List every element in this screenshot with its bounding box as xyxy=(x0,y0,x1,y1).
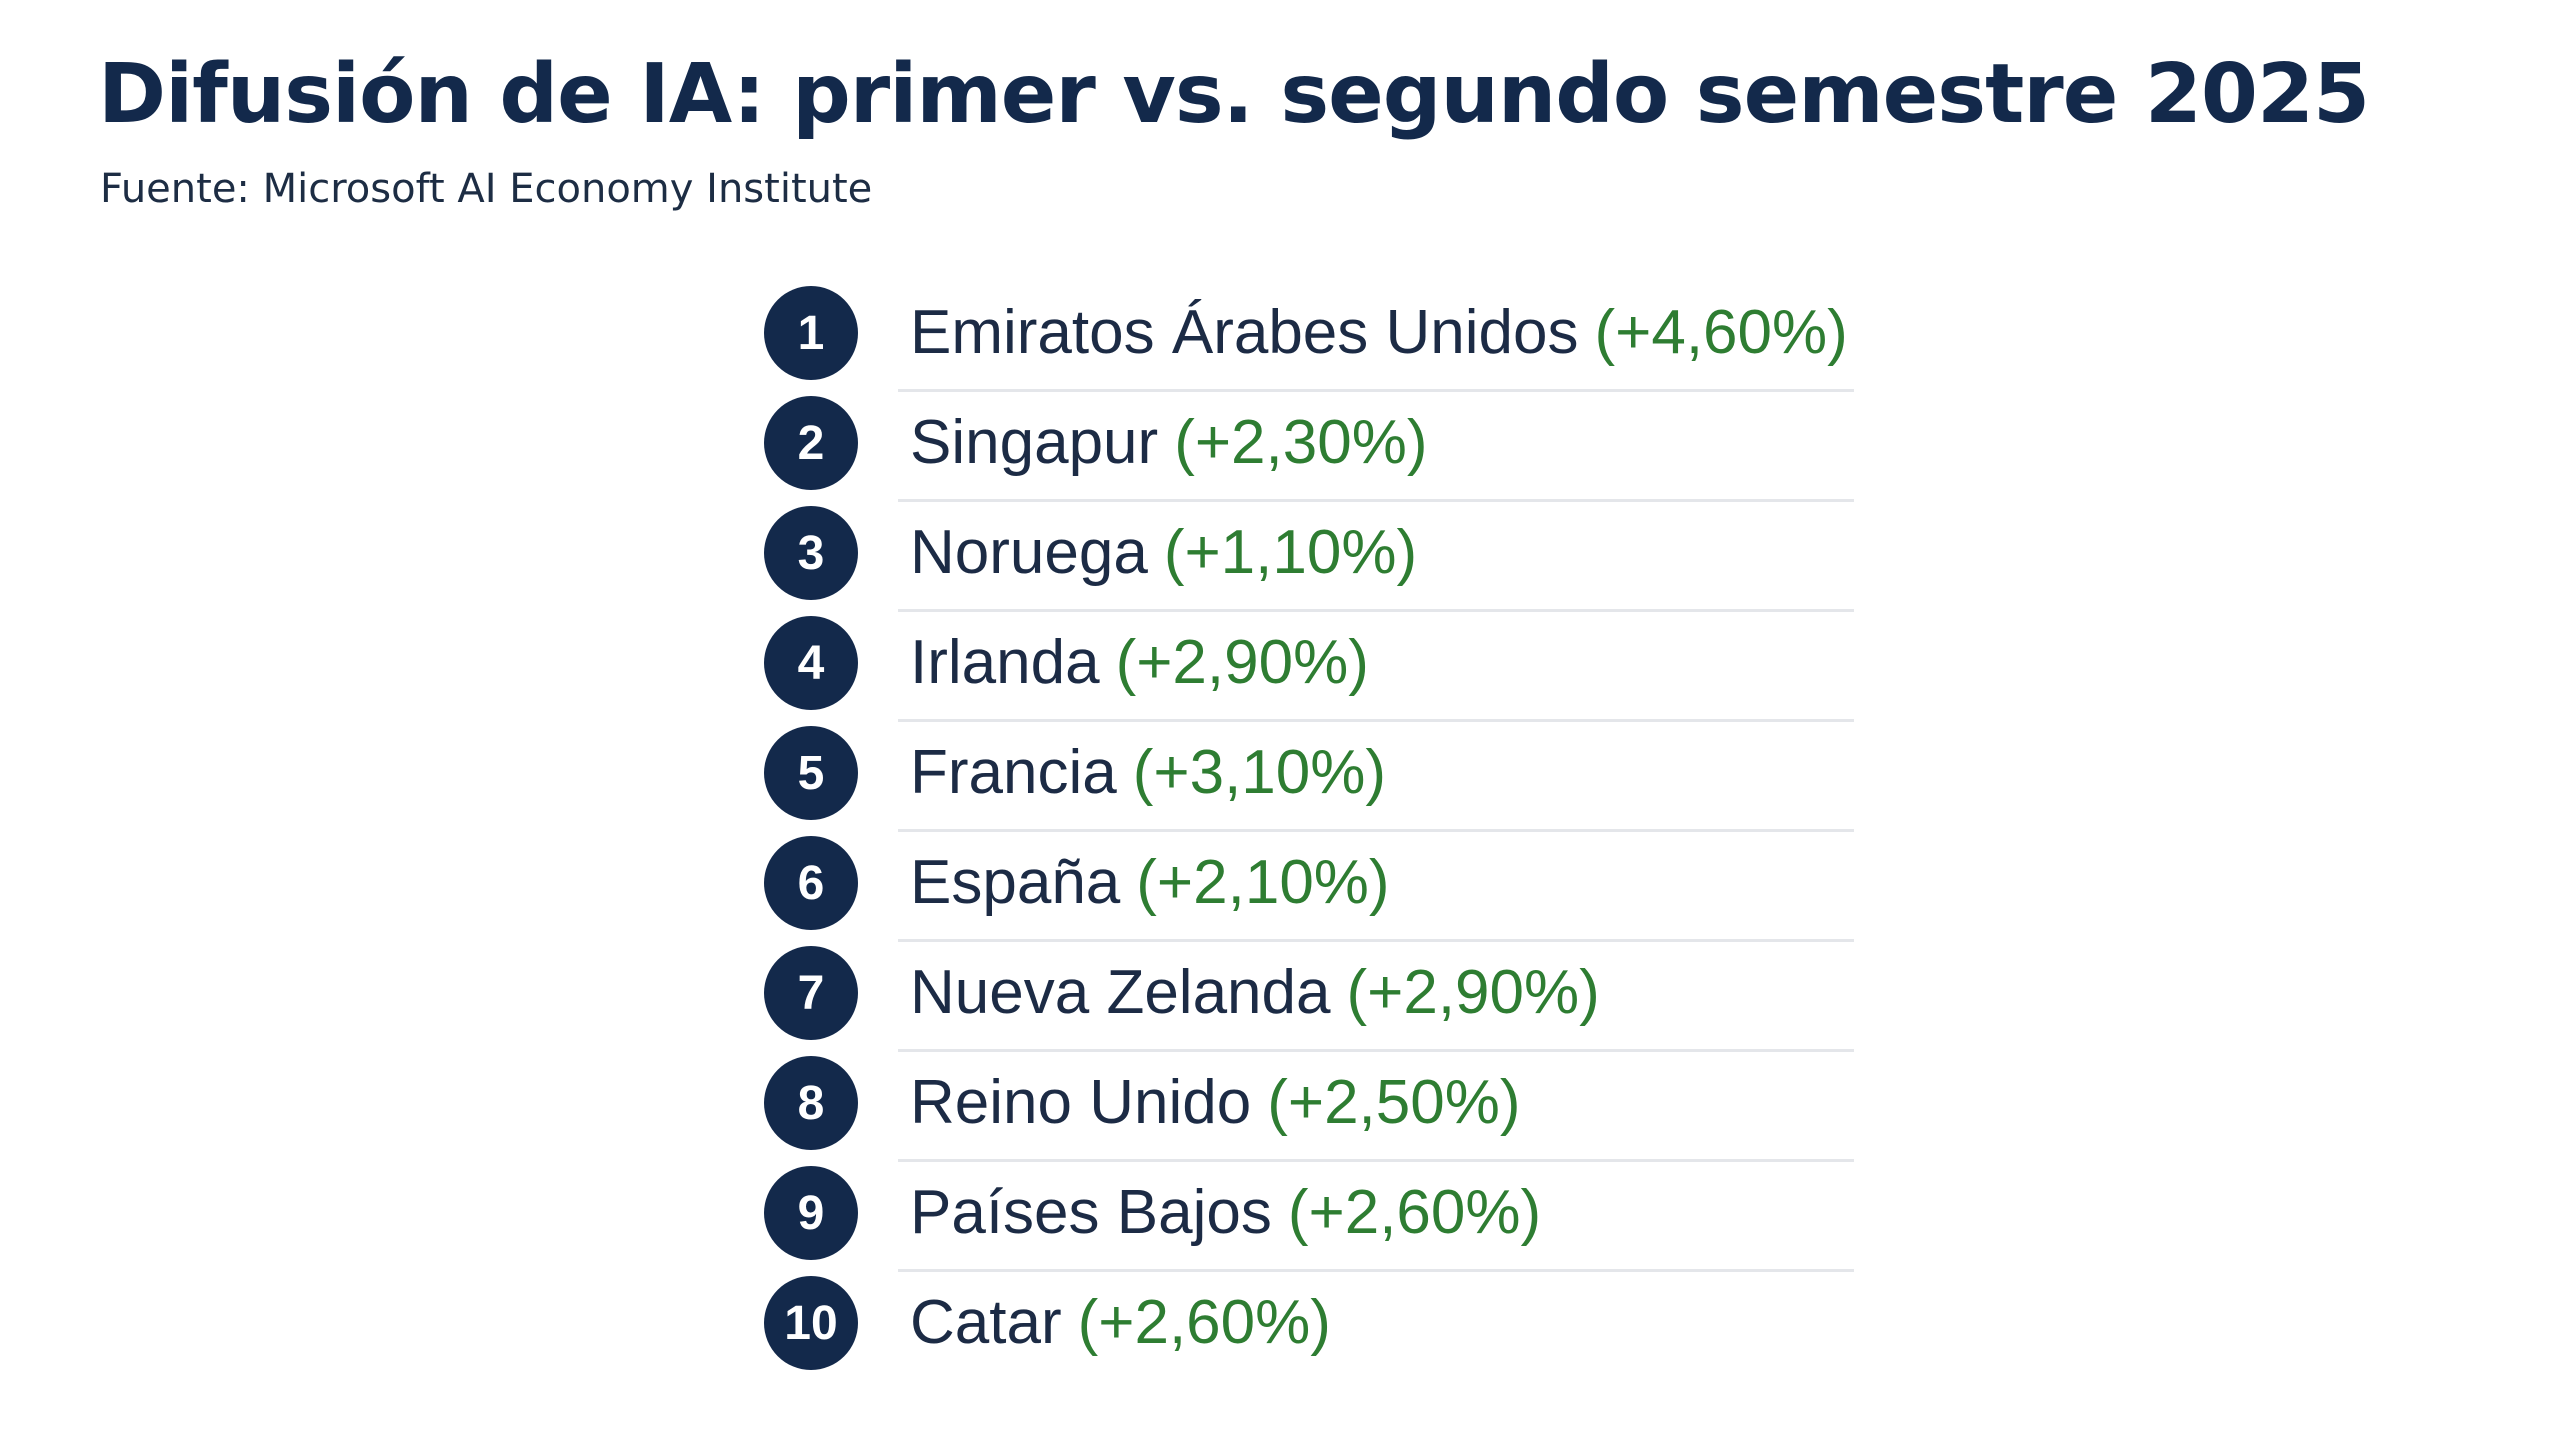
country-name: Reino Unido xyxy=(910,1068,1252,1137)
row-divider xyxy=(898,719,1854,722)
ranking-row: 5 Francia (+3,10%) xyxy=(764,722,1854,832)
ranking-row: 1 Emiratos Árabes Unidos (+4,60%) xyxy=(764,282,1854,392)
row-divider xyxy=(898,389,1854,392)
country-name: Países Bajos xyxy=(910,1178,1272,1247)
change-value: (+2,90%) xyxy=(1115,628,1369,697)
country-name: Noruega xyxy=(910,518,1148,587)
ranking-entry: Noruega (+1,10%) xyxy=(910,516,1417,590)
ranking-row: 8 Reino Unido (+2,50%) xyxy=(764,1052,1854,1162)
rank-badge: 6 xyxy=(764,836,858,930)
source-note: Fuente: Microsoft AI Economy Institute xyxy=(100,166,873,212)
row-divider xyxy=(898,1049,1854,1052)
ranking-entry: Países Bajos (+2,60%) xyxy=(910,1176,1541,1250)
change-value: (+4,60%) xyxy=(1594,298,1848,367)
change-value: (+2,30%) xyxy=(1174,408,1428,477)
change-value: (+1,10%) xyxy=(1163,518,1418,587)
rank-badge: 1 xyxy=(764,286,858,380)
ranking-row: 9 Países Bajos (+2,60%) xyxy=(764,1162,1854,1272)
ranking-entry: Francia (+3,10%) xyxy=(910,736,1386,810)
ranking-entry: Emiratos Árabes Unidos (+4,60%) xyxy=(910,296,1848,370)
rank-badge: 7 xyxy=(764,946,858,1040)
country-name: España xyxy=(910,848,1121,917)
rank-badge: 8 xyxy=(764,1056,858,1150)
row-divider xyxy=(898,609,1854,612)
country-name: Francia xyxy=(910,738,1117,807)
country-name: Emiratos Árabes Unidos xyxy=(910,298,1579,367)
country-name: Catar xyxy=(910,1288,1062,1357)
ranking-row: 10 Catar (+2,60%) xyxy=(764,1272,1854,1382)
ranking-row: 3 Noruega (+1,10%) xyxy=(764,502,1854,612)
ranking-list: 1 Emiratos Árabes Unidos (+4,60%) 2 Singa… xyxy=(764,282,1854,1382)
change-value: (+2,10%) xyxy=(1136,848,1390,917)
ranking-entry: Nueva Zelanda (+2,90%) xyxy=(910,956,1600,1030)
ranking-row: 4 Irlanda (+2,90%) xyxy=(764,612,1854,722)
rank-badge: 3 xyxy=(764,506,858,600)
rank-badge: 9 xyxy=(764,1166,858,1260)
ranking-row: 7 Nueva Zelanda (+2,90%) xyxy=(764,942,1854,1052)
change-value: (+3,10%) xyxy=(1132,738,1387,807)
ranking-entry: España (+2,10%) xyxy=(910,846,1390,920)
row-divider xyxy=(898,499,1854,502)
row-divider xyxy=(898,1159,1854,1162)
change-value: (+2,60%) xyxy=(1077,1288,1331,1357)
rank-badge: 5 xyxy=(764,726,858,820)
ranking-entry: Reino Unido (+2,50%) xyxy=(910,1066,1521,1140)
change-value: (+2,90%) xyxy=(1346,958,1600,1027)
change-value: (+2,50%) xyxy=(1267,1068,1521,1137)
row-divider xyxy=(898,829,1854,832)
rank-badge: 4 xyxy=(764,616,858,710)
ranking-entry: Singapur (+2,30%) xyxy=(910,406,1428,480)
page-title: Difusión de IA: primer vs. segundo semes… xyxy=(98,47,2370,142)
row-divider xyxy=(898,1269,1854,1272)
ranking-entry: Irlanda (+2,90%) xyxy=(910,626,1369,700)
country-name: Irlanda xyxy=(910,628,1100,697)
row-divider xyxy=(898,939,1854,942)
country-name: Singapur xyxy=(910,408,1159,477)
country-name: Nueva Zelanda xyxy=(910,958,1331,1027)
change-value: (+2,60%) xyxy=(1287,1178,1542,1247)
rank-badge: 10 xyxy=(764,1276,858,1370)
ranking-row: 2 Singapur (+2,30%) xyxy=(764,392,1854,502)
ranking-entry: Catar (+2,60%) xyxy=(910,1286,1331,1360)
rank-badge: 2 xyxy=(764,396,858,490)
ranking-row: 6 España (+2,10%) xyxy=(764,832,1854,942)
